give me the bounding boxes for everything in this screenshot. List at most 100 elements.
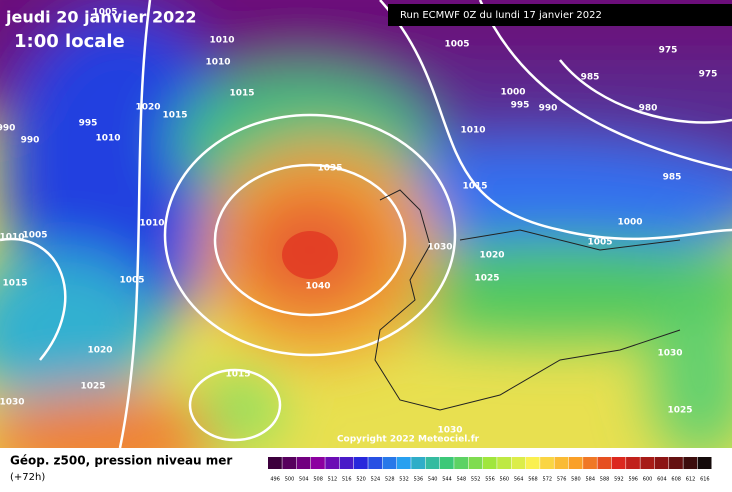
- isobar-label: 1010: [209, 36, 234, 46]
- isobar-label: 1025: [80, 382, 105, 392]
- scale-swatch: [454, 457, 469, 469]
- isobar-label: 990: [0, 124, 15, 134]
- scale-swatch: [683, 457, 698, 469]
- isobar-label: 1025: [474, 274, 499, 284]
- scale-label: 520: [356, 477, 366, 483]
- scale-label: 560: [500, 477, 510, 483]
- scale-label: 524: [371, 477, 381, 483]
- isobar-label: 1010: [205, 58, 230, 68]
- scale-label: 600: [643, 477, 653, 483]
- isobar-label: 975: [659, 46, 678, 56]
- isobar-label: 1000: [617, 218, 642, 228]
- scale-swatch: [396, 457, 411, 469]
- scale-swatch: [425, 457, 440, 469]
- scale-swatch: [339, 457, 354, 469]
- scale-label: 516: [342, 477, 352, 483]
- scale-label: 548: [457, 477, 467, 483]
- footer-lead: (+72h): [10, 472, 45, 483]
- scale-label: 568: [528, 477, 538, 483]
- scale-label: 604: [657, 477, 667, 483]
- scale-swatch: [640, 457, 655, 469]
- isobar-label: 1010: [139, 219, 164, 229]
- isobar-label: 1030: [0, 398, 25, 408]
- scale-label: 540: [428, 477, 438, 483]
- isobar-label: 1020: [479, 251, 504, 261]
- isobar-label: 985: [663, 173, 682, 183]
- scale-label: 596: [628, 477, 638, 483]
- scale-swatch: [282, 457, 297, 469]
- scale-swatch: [583, 457, 597, 469]
- scale-swatch: [325, 457, 340, 469]
- isobar-label: 1015: [162, 111, 187, 121]
- scale-label: 572: [543, 477, 553, 483]
- color-scale: 496 500 504 508 512 516 520 524 528 532 536 540 544 5…: [268, 457, 712, 483]
- footer-title: Géop. z500, pression niveau mer: [10, 454, 232, 468]
- isobar-label: 1030: [427, 243, 452, 253]
- scale-label: 552: [471, 477, 481, 483]
- isobar-label: 1010: [460, 126, 485, 136]
- scale-label: 580: [571, 477, 581, 483]
- scale-swatch: [597, 457, 612, 469]
- scale-swatch: [554, 457, 569, 469]
- isobar-label: 1015: [225, 370, 250, 380]
- isobar-label: 995: [511, 101, 530, 111]
- scale-swatch: [511, 457, 526, 469]
- scale-swatch: [468, 457, 483, 469]
- isobar-label: 1040: [305, 282, 330, 292]
- isobar-label: 1030: [437, 426, 462, 436]
- scale-swatch: [382, 457, 397, 469]
- isobar-label: 1015: [462, 182, 487, 192]
- scale-label: 584: [585, 477, 595, 483]
- scale-swatch: [296, 457, 311, 469]
- scale-swatch: [368, 457, 383, 469]
- isobar-label: 1020: [87, 346, 112, 356]
- isobar-label: 1010: [95, 134, 120, 144]
- copyright: Copyright 2022 Meteociel.fr: [337, 435, 480, 445]
- scale-label: 528: [385, 477, 395, 483]
- isobar-label: 1015: [2, 279, 27, 289]
- scale-label: 608: [671, 477, 681, 483]
- isobar-label: 1005: [587, 238, 612, 248]
- scale-swatch: [654, 457, 669, 469]
- isobar-label: 990: [539, 104, 558, 114]
- scale-swatch: [525, 457, 540, 469]
- isobar-label: 1020: [135, 103, 160, 113]
- isobar-label: 1010: [0, 233, 25, 243]
- isobar-label: 985: [581, 73, 600, 83]
- scale-label: 612: [686, 477, 696, 483]
- scale-swatch: [310, 457, 325, 469]
- scale-swatch: [439, 457, 454, 469]
- scale-label: 508: [313, 477, 323, 483]
- isobar-label: 1030: [657, 349, 682, 359]
- isobar-label: 1005: [444, 40, 469, 50]
- isobar-label: 1035: [317, 164, 342, 174]
- scale-swatch: [497, 457, 511, 469]
- scale-label: 500: [285, 477, 295, 483]
- scale-label: 536: [414, 477, 424, 483]
- scale-swatch: [626, 457, 640, 469]
- scale-label: 564: [514, 477, 524, 483]
- scale-label: 556: [485, 477, 495, 483]
- scale-swatch: [353, 457, 368, 469]
- scale-swatch: [697, 457, 712, 469]
- scale-swatch: [411, 457, 426, 469]
- isobar-label: 975: [699, 70, 718, 80]
- scale-swatch: [568, 457, 583, 469]
- run-banner: [388, 4, 732, 26]
- scale-label: 592: [614, 477, 624, 483]
- scale-label: 616: [700, 477, 710, 483]
- isobar-label: 980: [639, 104, 658, 114]
- scale-label: 504: [299, 477, 309, 483]
- isobar-label: 1025: [667, 406, 692, 416]
- isobar-label: 1005: [119, 276, 144, 286]
- isobar-label: 990: [21, 136, 40, 146]
- scale-swatch: [540, 457, 554, 469]
- isobar-label: 1005: [92, 8, 117, 18]
- time: 1:00 locale: [14, 31, 125, 52]
- scale-swatch: [268, 457, 282, 469]
- scale-label: 576: [557, 477, 567, 483]
- date: jeudi 20 janvier 2022: [5, 8, 197, 27]
- isobar-labels: 1005101010101015102010159951010990990103…: [0, 8, 717, 436]
